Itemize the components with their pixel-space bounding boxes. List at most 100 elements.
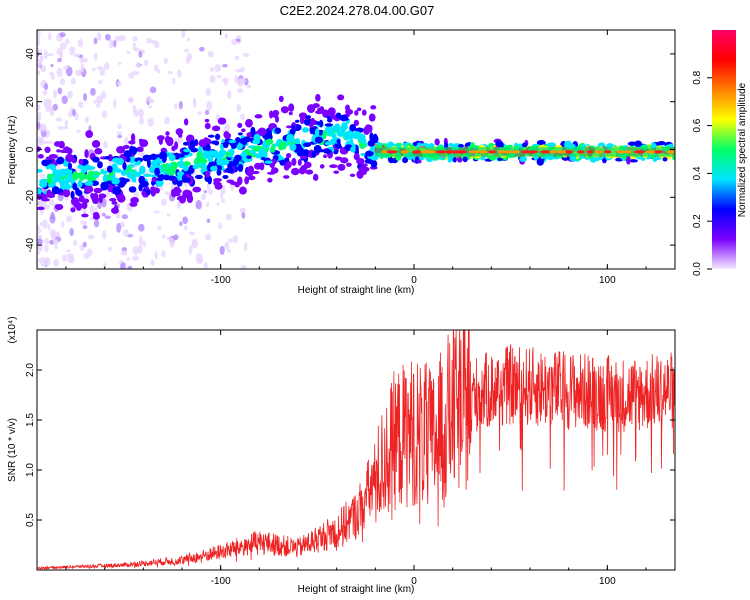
spectral-blob (183, 225, 188, 231)
spectral-blob (255, 152, 260, 159)
spectral-blob (117, 80, 122, 87)
spectral-blob (104, 33, 111, 41)
spectral-blob (424, 150, 437, 154)
y-tick-label: 2.0 (25, 363, 36, 377)
spectral-blob (117, 194, 126, 203)
spectral-blob (188, 244, 193, 255)
spectral-blob (400, 150, 409, 154)
spectral-blob (216, 157, 223, 166)
spectral-blob (64, 119, 69, 127)
spectral-blob (251, 170, 260, 175)
spectral-blob (381, 150, 389, 154)
spectral-blob (279, 159, 286, 166)
spectral-blob (72, 171, 78, 178)
spectral-blob (69, 227, 74, 237)
spectral-blob (123, 229, 130, 238)
spectral-blob (126, 171, 133, 178)
spectral-blob (132, 246, 140, 255)
spectral-blob (255, 145, 262, 151)
spectral-blob (194, 157, 201, 165)
spectral-blob (71, 157, 77, 164)
spectral-blob (341, 122, 348, 131)
spectral-blob (44, 244, 49, 253)
spectral-blob (80, 220, 88, 225)
spectral-blob (151, 176, 158, 183)
spectral-blob (61, 95, 68, 104)
spectral-blob (213, 178, 222, 182)
spectral-blob (289, 143, 297, 152)
spectral-blob (103, 174, 108, 183)
spectral-blob (37, 224, 40, 230)
spectral-blob (341, 149, 347, 154)
spectral-blob (37, 116, 41, 123)
spectral-blob (65, 38, 70, 45)
spectral-blob (267, 177, 273, 183)
spectral-blob (332, 125, 337, 132)
spectral-blob (181, 30, 186, 38)
spectral-blob (217, 117, 227, 125)
spectral-blob (139, 235, 143, 246)
spectral-blob (37, 193, 43, 200)
spectral-blob (311, 150, 317, 158)
spectral-blob (204, 170, 211, 178)
spectral-blob (178, 133, 183, 138)
spectral-blob (59, 168, 68, 173)
spectral-blob (97, 161, 103, 169)
spectral-blob (47, 32, 52, 41)
spectral-blob (327, 130, 332, 136)
spectral-blob (334, 156, 343, 161)
spectral-blob (149, 86, 157, 94)
spectral-blob (251, 154, 256, 158)
spectral-blob (302, 127, 310, 133)
spectral-blob (285, 153, 292, 159)
spectral-blob (224, 32, 228, 39)
spectral-blob (132, 70, 140, 76)
spectral-blob (258, 151, 267, 156)
spectral-blob (122, 161, 127, 171)
spectral-blob (56, 156, 65, 165)
spectral-blob (361, 163, 368, 167)
spectral-blob (343, 134, 351, 141)
spectral-blob (124, 136, 129, 146)
spectral-blob (94, 148, 103, 155)
spectral-blob (58, 140, 65, 149)
spectral-blob (108, 38, 114, 49)
spectral-blob (318, 119, 324, 128)
spectrogram-ticks: -100 0 100 -40 -20 0 20 40 (25, 30, 675, 286)
spectral-blob (237, 141, 243, 150)
spectral-blob (91, 67, 96, 72)
spectral-blob (138, 50, 143, 58)
spectral-blob (231, 38, 238, 46)
spectral-blob (52, 103, 58, 111)
spectral-blob (177, 136, 183, 144)
spectral-blob (412, 141, 418, 146)
snr-xlabel: Height of straight line (km) (298, 584, 415, 595)
spectral-blob (103, 262, 107, 269)
y-tick-label: 1.5 (25, 413, 36, 427)
spectral-blob (192, 238, 198, 249)
spectral-blob (183, 190, 193, 199)
spectral-blob (626, 155, 631, 165)
chart-title: C2E2.2024.278.04.00.G07 (280, 3, 435, 18)
spectral-blob (358, 165, 365, 173)
spectral-blob (329, 164, 338, 169)
spectral-blob (183, 148, 191, 153)
spectral-blob (53, 154, 58, 159)
spectral-blob (184, 48, 190, 53)
spectral-blob (495, 140, 502, 148)
spectral-blob (98, 79, 103, 85)
spectral-blob (356, 157, 365, 165)
spectral-blob (39, 221, 44, 227)
spectral-blob (37, 188, 42, 196)
spectral-blob (237, 163, 244, 173)
spectral-blob (178, 100, 183, 110)
spectral-blob (88, 125, 92, 132)
spectral-blob (339, 114, 348, 122)
spectral-blob (214, 63, 221, 72)
spectral-blob (42, 90, 48, 96)
spectral-blob (157, 225, 162, 230)
spectral-blob (206, 101, 213, 111)
spectral-blob (113, 98, 117, 109)
spectral-blob (67, 162, 73, 170)
spectral-blob (220, 189, 224, 199)
